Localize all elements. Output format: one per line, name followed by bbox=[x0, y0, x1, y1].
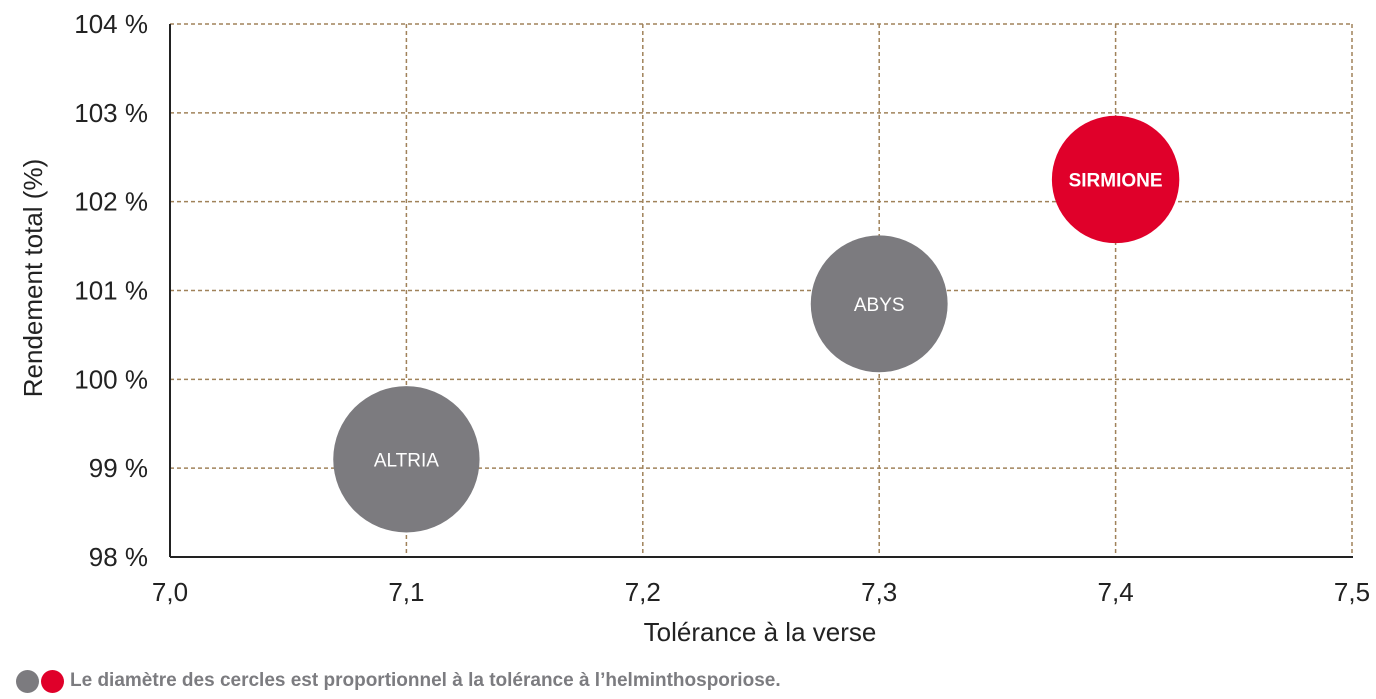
bubble-label: ABYS bbox=[854, 295, 905, 316]
y-tick-label: 103 % bbox=[74, 98, 148, 128]
y-axis-title: Rendement total (%) bbox=[18, 159, 48, 397]
footnote-text: Le diamètre des cercles est proportionne… bbox=[70, 670, 781, 691]
y-tick-label: 101 % bbox=[74, 276, 148, 306]
tick-labels: 98 % 99 % 100 % 101 % 102 % 103 % 104 % 7,0 7,1 7… bbox=[74, 9, 1370, 607]
gray-legend-dot bbox=[16, 669, 39, 693]
bubble-altria bbox=[333, 386, 480, 533]
y-tick-label: 102 % bbox=[74, 187, 148, 217]
y-tick-label: 104 % bbox=[74, 9, 148, 39]
x-tick-label: 7,3 bbox=[861, 577, 897, 607]
bubbles: ALTRIA ABYS SIRMIONE bbox=[333, 115, 1180, 533]
footnote: Le diamètre des cercles est proportionne… bbox=[16, 668, 781, 694]
chart-axes bbox=[169, 24, 1353, 558]
bubble-label: ALTRIA bbox=[374, 450, 439, 471]
x-axis-title: Tolérance à la verse bbox=[644, 617, 877, 647]
red-legend-dot bbox=[41, 669, 64, 693]
x-tick-label: 7,4 bbox=[1098, 577, 1134, 607]
bubble-label: SIRMIONE bbox=[1069, 170, 1163, 191]
x-tick-label: 7,2 bbox=[625, 577, 661, 607]
y-tick-label: 99 % bbox=[89, 453, 148, 483]
x-tick-label: 7,5 bbox=[1334, 577, 1370, 607]
y-tick-label: 98 % bbox=[89, 542, 148, 572]
y-tick-label: 100 % bbox=[74, 364, 148, 394]
x-tick-label: 7,1 bbox=[388, 577, 424, 607]
bubble-abys bbox=[810, 235, 948, 373]
x-tick-label: 7,0 bbox=[152, 577, 188, 607]
bubble-sirmione bbox=[1051, 115, 1180, 244]
